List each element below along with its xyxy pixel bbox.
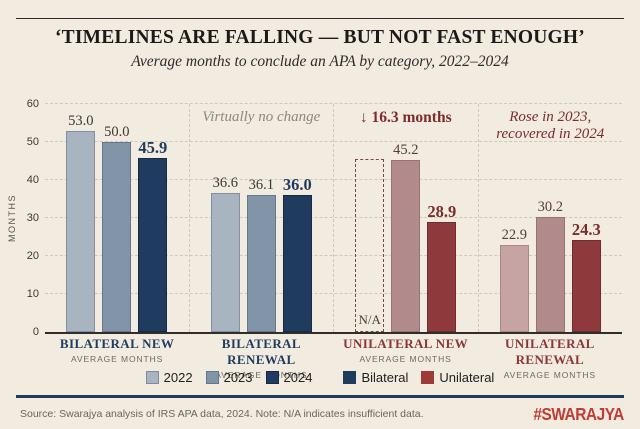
source-note: Source: Swarajya analysis of IRS APA dat… (20, 408, 424, 420)
footer-divider (16, 395, 624, 398)
value-label: 45.2 (393, 142, 419, 159)
group-sublabel: AVERAGE MONTHS (359, 354, 452, 364)
y-tick-50: 50 (26, 136, 39, 148)
bar-cluster: 22.9 30.2 24.3 (479, 104, 623, 332)
x-axis-group-labels: BILATERAL NEW AVERAGE MONTHS BILATERAL REN… (45, 336, 622, 380)
legend-label: 2022 (163, 370, 193, 385)
top-divider (16, 18, 624, 19)
chart-groups: 53.0 50.0 45.9 Virtually no change 36.6 36.1 3… (45, 104, 622, 332)
legend: 2022 2023 2024 Bilateral Unilateral (0, 370, 640, 385)
value-label: 22.9 (501, 226, 527, 243)
brand-logo: #SWARAJYA (533, 403, 625, 424)
legend-item-2023: 2023 (205, 370, 253, 385)
annotation: ↓ 16.3 months (359, 109, 452, 126)
y-tick-20: 20 (26, 250, 39, 263)
y-tick-40: 40 (26, 174, 39, 187)
legend-label: 2024 (283, 370, 313, 385)
bar-2022: 53.0 (66, 113, 96, 332)
bar-2023: 50.0 (102, 124, 132, 332)
value-label: 50.0 (104, 124, 130, 140)
group-sublabel: AVERAGE MONTHS (215, 370, 308, 380)
chart-title: ‘TIMELINES ARE FALLING — BUT NOT FAST EN… (54, 27, 585, 48)
bar-chart-plot: MONTHS 0 10 20 30 40 50 60 53.0 50.0 45.9 Virtual… (7, 98, 622, 338)
chart-subtitle: Average months to conclude an APA by cat… (131, 53, 509, 70)
group-name: UNILATERAL NEW (343, 336, 469, 351)
value-label: 30.2 (537, 199, 563, 216)
group-name: BILATERAL NEW (59, 336, 175, 351)
legend-item-unilateral: Unilateral (421, 370, 494, 385)
footer: Source: Swarajya analysis of IRS APA dat… (20, 402, 624, 426)
y-tick-0: 0 (32, 326, 39, 338)
bar-cluster: 36.6 36.1 36.0 (190, 104, 334, 332)
legend-label: Bilateral (361, 370, 409, 385)
gridline-60 (45, 103, 622, 104)
bar-2024: 36.0 (282, 175, 312, 332)
legend-swatch (421, 371, 435, 384)
group-unilateral-renewal: Rose in 2023, recovered in 2024 22.9 30.2 2… (477, 104, 623, 332)
group-label-cell: UNILATERAL RENEWAL AVERAGE MONTHS (478, 336, 622, 380)
group-label-cell: UNILATERAL NEW AVERAGE MONTHS (334, 336, 478, 380)
y-tick-60: 60 (26, 98, 39, 110)
bar-2023: 36.1 (246, 177, 276, 332)
value-label: 36.6 (212, 174, 238, 191)
value-label: 36.1 (248, 176, 274, 193)
bar-2023: 45.2 (391, 142, 421, 332)
value-label: 53.0 (68, 112, 94, 129)
legend-label: 2023 (223, 370, 253, 385)
group-name: BILATERAL RENEWAL (221, 336, 301, 367)
group-name: UNILATERAL RENEWAL (505, 336, 595, 367)
bar-cluster: 53.0 50.0 45.9 (45, 104, 189, 332)
value-label: 24.3 (571, 219, 601, 239)
value-label: 45.9 (138, 137, 168, 157)
group-bilateral-renewal: Virtually no change 36.6 36.1 36.0 (188, 104, 334, 332)
annotation: Virtually no change (202, 109, 321, 125)
na-label: N/A (358, 312, 381, 327)
value-label: 28.9 (427, 202, 457, 222)
value-label: 36.0 (282, 175, 312, 195)
legend-swatch (145, 371, 159, 384)
bar-cluster: N/A 45.2 28.9 (334, 104, 478, 332)
legend-item-bilateral: Bilateral (343, 370, 408, 385)
bar-2024: 28.9 (427, 202, 457, 332)
group-label-cell: BILATERAL NEW AVERAGE MONTHS (45, 336, 189, 380)
group-sublabel: AVERAGE MONTHS (503, 370, 596, 380)
group-bilateral-new: 53.0 50.0 45.9 (45, 104, 189, 332)
group-sublabel: AVERAGE MONTHS (70, 354, 164, 364)
bar-2022: 36.6 (210, 175, 240, 332)
bar-2022: 22.9 (499, 227, 529, 332)
y-tick-10: 10 (26, 288, 39, 301)
bar-na-2022: N/A (355, 159, 385, 332)
legend-swatch (205, 371, 219, 384)
bar-2024: 45.9 (138, 138, 168, 332)
group-label-cell: BILATERAL RENEWAL AVERAGE MONTHS (189, 336, 333, 380)
legend-swatch (265, 371, 279, 384)
legend-label: Unilateral (439, 370, 495, 385)
legend-item-2022: 2022 (145, 370, 193, 385)
group-unilateral-new: ↓ 16.3 months N/A 45.2 28.9 (333, 104, 478, 332)
bar-2024: 24.3 (571, 220, 601, 332)
annotation: Rose in 2023, recovered in 2024 (496, 109, 605, 143)
y-tick-30: 30 (26, 212, 39, 224)
bar-2023: 30.2 (535, 199, 565, 332)
x-axis-line (45, 332, 622, 334)
legend-item-2024: 2024 (265, 370, 313, 385)
legend-swatch (343, 371, 357, 384)
